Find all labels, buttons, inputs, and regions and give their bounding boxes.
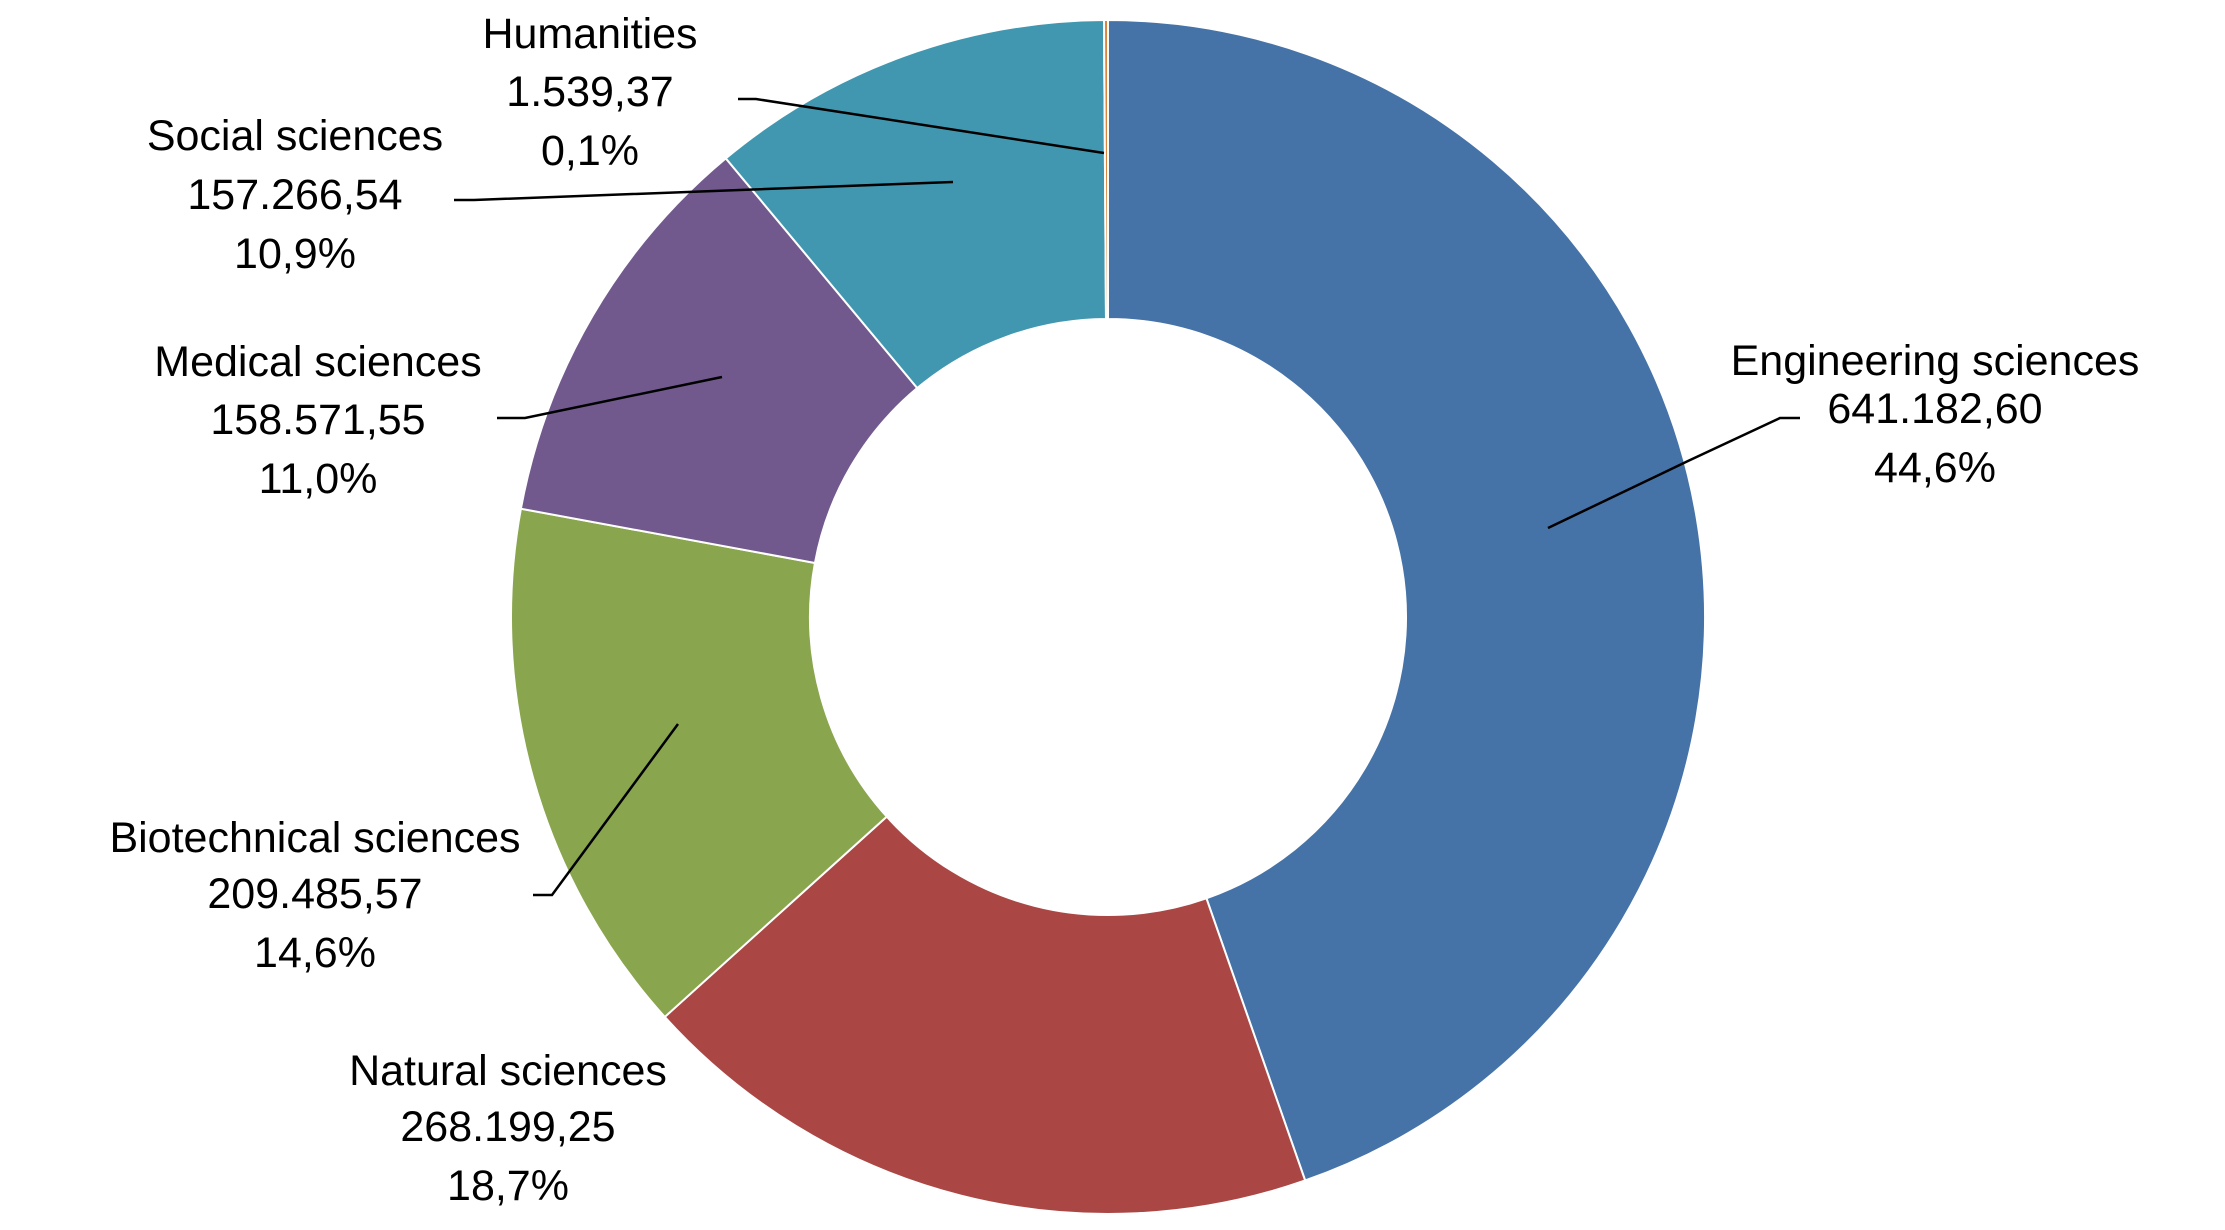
- label-name-engineering-sciences: Engineering sciences: [1731, 337, 2140, 385]
- label-name-humanities: Humanities: [482, 10, 697, 58]
- label-percent-natural-sciences: 18,7%: [447, 1162, 569, 1210]
- label-value-medical-sciences: 158.571,55: [210, 396, 425, 444]
- label-percent-biotechnical-sciences: 14,6%: [254, 929, 376, 977]
- label-percent-social-sciences: 10,9%: [234, 230, 356, 278]
- label-percent-engineering-sciences: 44,6%: [1874, 444, 1996, 492]
- label-value-natural-sciences: 268.199,25: [400, 1103, 615, 1151]
- label-name-social-sciences: Social sciences: [147, 112, 443, 160]
- leader-lines-group: [454, 97, 1800, 897]
- label-value-engineering-sciences: 641.182,60: [1827, 385, 2042, 433]
- leader-line-humanities: [738, 97, 1105, 155]
- slice-social-sciences: [724, 19, 1107, 390]
- slice-humanities: [1102, 18, 1109, 321]
- leader-line-biotechnical-sciences: [533, 723, 680, 897]
- slices-group: [510, 18, 1706, 1215]
- leader-line-engineering-sciences: [1547, 416, 1800, 530]
- slice-natural-sciences: [663, 815, 1307, 1215]
- label-name-natural-sciences: Natural sciences: [349, 1047, 667, 1095]
- slice-biotechnical-sciences: [510, 507, 889, 1019]
- label-value-social-sciences: 157.266,54: [187, 171, 402, 219]
- label-value-biotechnical-sciences: 209.485,57: [207, 870, 422, 918]
- leader-line-medical-sciences: [497, 375, 723, 420]
- leader-line-social-sciences: [454, 180, 954, 202]
- slice-engineering-sciences: [1107, 18, 1706, 1182]
- label-name-biotechnical-sciences: Biotechnical sciences: [109, 814, 520, 862]
- label-name-medical-sciences: Medical sciences: [154, 338, 481, 386]
- label-value-humanities: 1.539,37: [506, 68, 673, 116]
- slice-medical-sciences: [519, 156, 919, 565]
- label-percent-medical-sciences: 11,0%: [259, 455, 378, 503]
- label-percent-humanities: 0,1%: [541, 127, 639, 175]
